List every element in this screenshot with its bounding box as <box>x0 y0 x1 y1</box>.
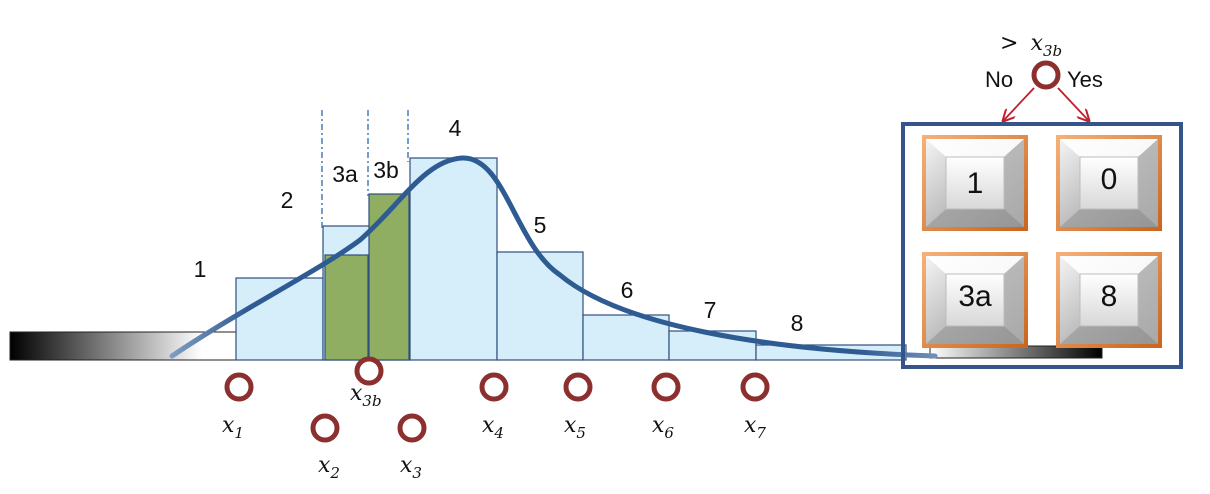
density-curve <box>169 155 938 359</box>
decision-node: > x3b No Yes <box>985 30 1103 120</box>
bin-label: 5 <box>534 212 547 238</box>
key-label: 0 <box>1101 163 1118 196</box>
marker-label-x1: x1 <box>222 413 244 442</box>
marker-x1-circle <box>224 372 254 402</box>
marker-x6-circle <box>651 372 681 402</box>
key-8[interactable]: 8 <box>1056 252 1162 348</box>
bin-label: 8 <box>791 310 804 336</box>
arrow-no <box>1004 87 1035 120</box>
decision-node-circle <box>1031 60 1061 90</box>
split-lines <box>321 110 409 228</box>
marker-label-x7: x7 <box>744 413 766 442</box>
bin-labels: 1 2 3a 3b 4 5 6 7 8 <box>194 115 804 336</box>
bin-6-bar <box>582 314 670 361</box>
key-label: 3a <box>958 280 992 313</box>
key-1[interactable]: 1 <box>922 135 1028 231</box>
bin-label: 1 <box>194 256 207 282</box>
key-label: 1 <box>967 167 984 200</box>
marker-label-x2: x2 <box>318 453 340 482</box>
decision-yes-label: Yes <box>1067 67 1103 92</box>
marker-x4-circle <box>479 372 509 402</box>
marker-label-x3: x3 <box>400 453 422 482</box>
key-0[interactable]: 0 <box>1056 135 1162 231</box>
marker-x3-circle <box>397 413 427 443</box>
bin-label: 4 <box>449 115 462 141</box>
marker-label-x5: x5 <box>564 413 586 442</box>
bin-4-bar <box>409 157 498 361</box>
marker-labels: x1 x2 x3b x3 x4 x5 x6 x7 <box>222 381 766 482</box>
bin-label: 3a <box>332 161 358 187</box>
marker-x5-circle <box>563 372 593 402</box>
lookup-panel <box>901 122 1183 369</box>
bin-label: 2 <box>281 187 294 213</box>
key-3a[interactable]: 3a <box>922 252 1028 348</box>
bin-3b-bar <box>368 193 410 361</box>
bin-label: 7 <box>704 297 717 323</box>
marker-x7-circle <box>740 372 770 402</box>
decision-no-label: No <box>985 67 1013 92</box>
marker-label-x6: x6 <box>652 413 674 442</box>
histogram-bars <box>235 157 907 361</box>
bin-label: 6 <box>621 277 634 303</box>
key-label: 8 <box>1101 280 1118 313</box>
marker-label-x3b: x3b <box>350 381 382 410</box>
marker-label-x4: x4 <box>482 413 504 442</box>
marker-x2-circle <box>310 413 340 443</box>
marker-x3b-circle <box>354 356 384 386</box>
decision-condition: > x3b <box>1000 30 1062 60</box>
bin-3a-bar <box>324 254 369 361</box>
arrow-yes <box>1057 87 1088 120</box>
bin-5-bar <box>496 251 584 361</box>
split-markers <box>224 356 770 443</box>
bin-label: 3b <box>373 157 399 183</box>
